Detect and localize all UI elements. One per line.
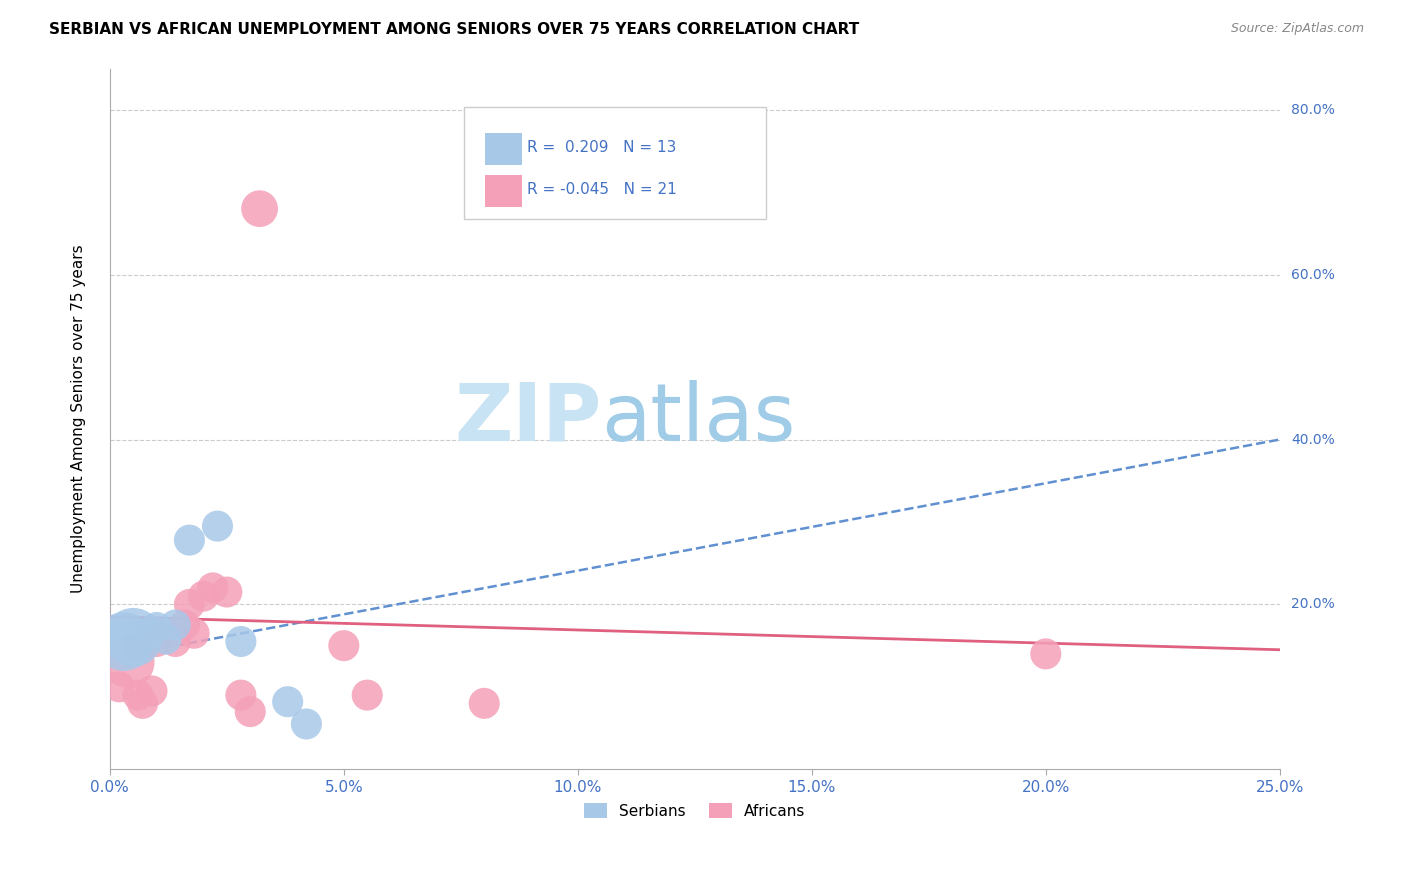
Point xyxy=(141,684,163,698)
Point xyxy=(356,688,378,702)
Point xyxy=(155,626,177,640)
Point xyxy=(179,598,201,612)
Point xyxy=(472,697,495,711)
Point xyxy=(207,519,229,533)
Point xyxy=(277,695,299,709)
Point xyxy=(249,202,271,216)
Point xyxy=(108,680,131,694)
Text: 20.0%: 20.0% xyxy=(1291,598,1334,611)
Point xyxy=(173,618,195,632)
Point xyxy=(215,585,238,599)
Point xyxy=(145,634,167,648)
Point xyxy=(239,705,262,719)
Point xyxy=(193,589,215,603)
Point xyxy=(165,618,187,632)
Point xyxy=(295,717,318,731)
Point xyxy=(201,581,224,595)
Point xyxy=(131,697,153,711)
Point xyxy=(141,624,163,638)
Point xyxy=(1035,647,1057,661)
Text: R =  0.209   N = 13: R = 0.209 N = 13 xyxy=(527,140,676,154)
Point xyxy=(127,688,149,702)
Point xyxy=(333,639,356,653)
Text: SERBIAN VS AFRICAN UNEMPLOYMENT AMONG SENIORS OVER 75 YEARS CORRELATION CHART: SERBIAN VS AFRICAN UNEMPLOYMENT AMONG SE… xyxy=(49,22,859,37)
Point xyxy=(117,655,139,669)
Text: 60.0%: 60.0% xyxy=(1291,268,1334,282)
Point xyxy=(179,533,201,547)
Point xyxy=(145,620,167,634)
Point xyxy=(122,631,145,645)
Point xyxy=(131,629,153,643)
Text: R = -0.045   N = 21: R = -0.045 N = 21 xyxy=(527,182,678,196)
Text: 40.0%: 40.0% xyxy=(1291,433,1334,447)
Text: ZIP: ZIP xyxy=(454,380,602,458)
Y-axis label: Unemployment Among Seniors over 75 years: Unemployment Among Seniors over 75 years xyxy=(72,244,86,593)
Point xyxy=(112,634,135,648)
Point xyxy=(229,688,252,702)
Text: atlas: atlas xyxy=(602,380,796,458)
Point xyxy=(155,632,177,646)
Point xyxy=(183,626,205,640)
Text: Source: ZipAtlas.com: Source: ZipAtlas.com xyxy=(1230,22,1364,36)
Legend: Serbians, Africans: Serbians, Africans xyxy=(578,797,811,825)
Point xyxy=(229,634,252,648)
Text: 80.0%: 80.0% xyxy=(1291,103,1334,117)
Point xyxy=(165,634,187,648)
Point xyxy=(127,639,149,653)
